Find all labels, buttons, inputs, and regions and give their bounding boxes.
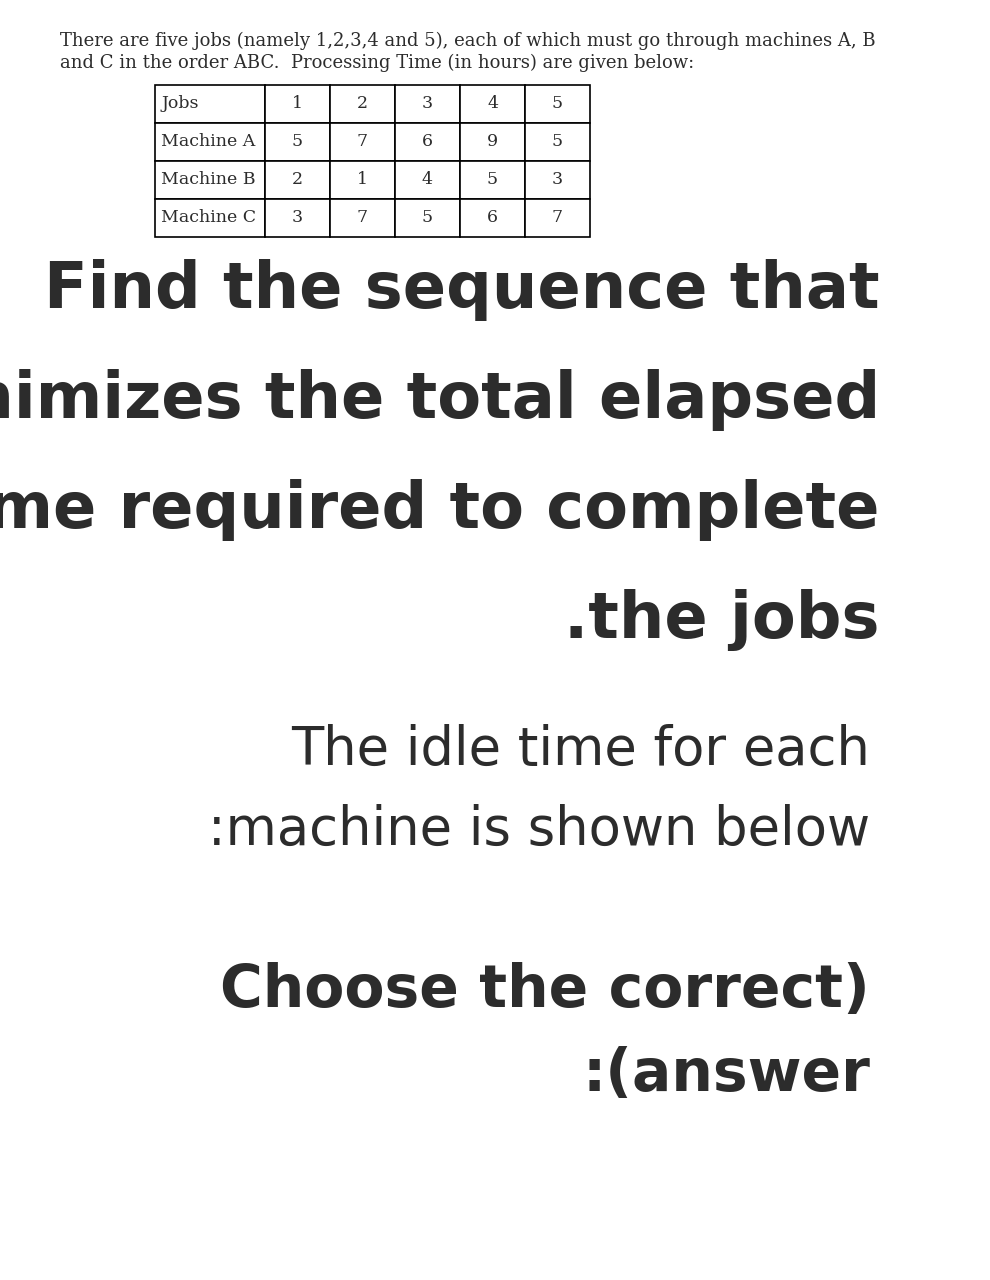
Text: 6: 6 <box>422 133 433 151</box>
Bar <box>525 198 590 237</box>
Text: Machine C: Machine C <box>161 210 256 227</box>
Text: 9: 9 <box>487 133 498 151</box>
Bar <box>265 161 330 198</box>
Text: 1: 1 <box>292 96 303 113</box>
Text: Choose the correct): Choose the correct) <box>220 961 870 1019</box>
Bar <box>395 123 460 161</box>
Text: 4: 4 <box>422 172 433 188</box>
Bar <box>155 161 265 198</box>
Bar <box>330 198 395 237</box>
Text: Find the sequence that: Find the sequence that <box>45 259 880 321</box>
Text: time required to complete: time required to complete <box>0 479 880 541</box>
Bar <box>155 84 265 123</box>
Text: 6: 6 <box>487 210 498 227</box>
Text: 1: 1 <box>357 172 368 188</box>
Text: There are five jobs (namely 1,2,3,4 and 5), each of which must go through machin: There are five jobs (namely 1,2,3,4 and … <box>60 32 875 50</box>
Text: 3: 3 <box>422 96 433 113</box>
Bar <box>395 161 460 198</box>
Text: 5: 5 <box>487 172 498 188</box>
Bar <box>155 198 265 237</box>
Text: Machine B: Machine B <box>161 172 255 188</box>
Text: 7: 7 <box>552 210 563 227</box>
Text: 7: 7 <box>357 133 368 151</box>
Text: .the jobs: .the jobs <box>564 589 880 652</box>
Text: 5: 5 <box>552 96 563 113</box>
Text: 3: 3 <box>292 210 303 227</box>
Text: 2: 2 <box>357 96 368 113</box>
Text: minimizes the total elapsed: minimizes the total elapsed <box>0 369 880 431</box>
Bar <box>525 123 590 161</box>
Text: and C in the order ABC.  Processing Time (in hours) are given below:: and C in the order ABC. Processing Time … <box>60 54 694 72</box>
Bar <box>460 161 525 198</box>
Bar <box>525 84 590 123</box>
Text: 5: 5 <box>292 133 303 151</box>
Bar <box>330 161 395 198</box>
Bar <box>460 84 525 123</box>
Bar <box>265 123 330 161</box>
Bar <box>265 84 330 123</box>
Bar <box>330 84 395 123</box>
Text: 7: 7 <box>357 210 368 227</box>
Text: Machine A: Machine A <box>161 133 255 151</box>
Text: 4: 4 <box>487 96 498 113</box>
Text: 2: 2 <box>292 172 303 188</box>
Text: 3: 3 <box>552 172 563 188</box>
Bar <box>265 198 330 237</box>
Bar <box>460 123 525 161</box>
Bar <box>525 161 590 198</box>
Bar <box>330 123 395 161</box>
Text: :machine is shown below: :machine is shown below <box>208 804 870 856</box>
Text: 5: 5 <box>552 133 563 151</box>
Text: 5: 5 <box>422 210 433 227</box>
Bar <box>395 198 460 237</box>
Bar <box>460 198 525 237</box>
Text: Jobs: Jobs <box>161 96 199 113</box>
Text: The idle time for each: The idle time for each <box>291 724 870 776</box>
Bar <box>395 84 460 123</box>
Text: :(answer: :(answer <box>582 1047 870 1103</box>
Bar <box>155 123 265 161</box>
